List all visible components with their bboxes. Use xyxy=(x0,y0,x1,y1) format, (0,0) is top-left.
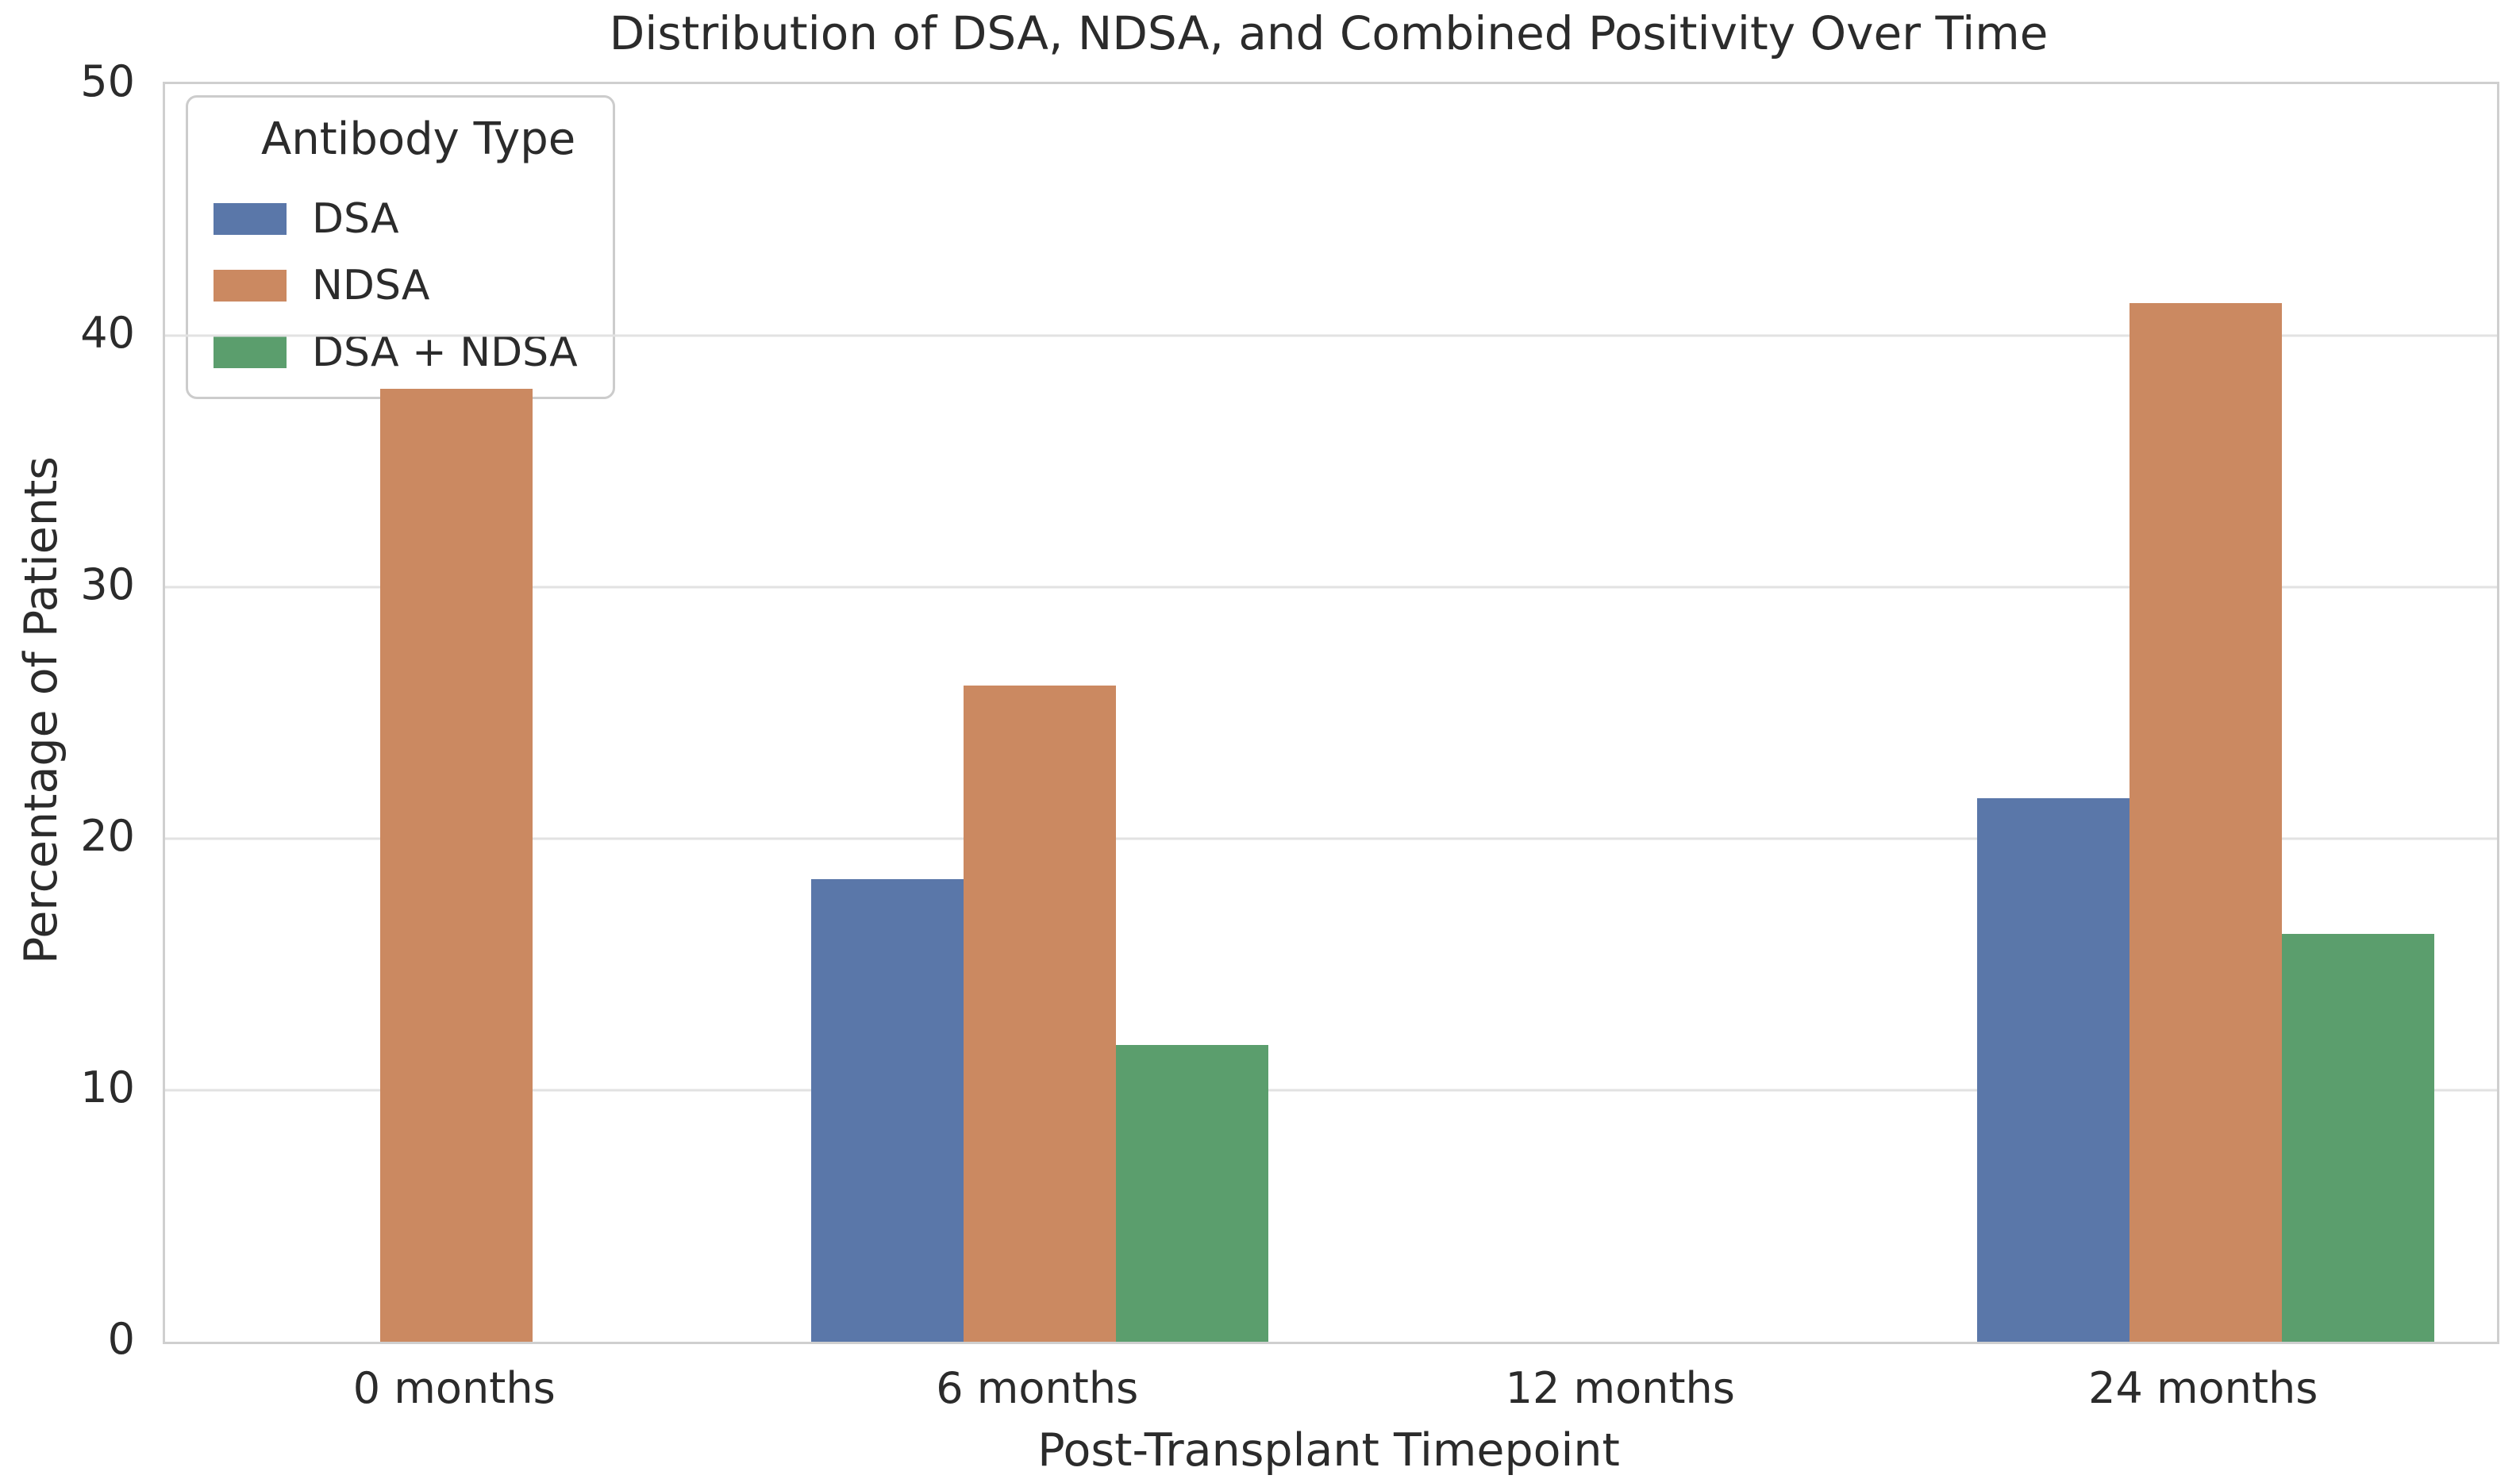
legend-item-DSA: DSA xyxy=(214,195,578,243)
y-axis-label: Percentage of Patients xyxy=(15,456,67,964)
bar-DSA-6-months xyxy=(811,879,964,1342)
y-tick-0: 0 xyxy=(107,1314,135,1364)
y-tick-50: 50 xyxy=(80,56,135,106)
y-tick-20: 20 xyxy=(80,811,135,861)
gridline-10 xyxy=(165,1089,2497,1092)
gridline-40 xyxy=(165,334,2497,337)
legend-swatch-NDSA xyxy=(214,270,287,302)
x-tick-0-months: 0 months xyxy=(352,1363,556,1413)
bar-DSA-NDSA-24-months xyxy=(2282,934,2434,1342)
x-tick-24-months: 24 months xyxy=(2088,1363,2318,1413)
legend-items: DSA NDSA DSA + NDSA xyxy=(209,195,578,376)
bar-NDSA-6-months xyxy=(964,686,1116,1342)
gridline-20 xyxy=(165,837,2497,840)
bar-NDSA-24-months xyxy=(2129,303,2282,1342)
legend: Antibody Type DSA NDSA DSA + NDSA xyxy=(186,95,615,399)
legend-item-NDSA: NDSA xyxy=(214,262,578,309)
plot-area: Antibody Type DSA NDSA DSA + NDSA xyxy=(163,82,2499,1344)
legend-swatch-DSA xyxy=(214,203,287,235)
legend-label-NDSA: NDSA xyxy=(312,262,430,309)
gridline-30 xyxy=(165,586,2497,589)
y-tick-10: 10 xyxy=(80,1062,135,1112)
bar-DSA-24-months xyxy=(1977,798,2129,1342)
bar-DSA-NDSA-6-months xyxy=(1116,1045,1268,1342)
bar-NDSA-0-months xyxy=(380,389,533,1342)
x-axis-label: Post-Transplant Timepoint xyxy=(1037,1424,1620,1477)
x-tick-6-months: 6 months xyxy=(936,1363,1139,1413)
x-tick-12-months: 12 months xyxy=(1505,1363,1735,1413)
y-tick-40: 40 xyxy=(80,308,135,358)
legend-title: Antibody Type xyxy=(261,113,576,165)
legend-swatch-DSA-NDSA xyxy=(214,336,287,368)
y-tick-30: 30 xyxy=(80,559,135,609)
chart-title: Distribution of DSA, NDSA, and Combined … xyxy=(609,6,2049,60)
legend-label-DSA: DSA xyxy=(312,195,399,243)
